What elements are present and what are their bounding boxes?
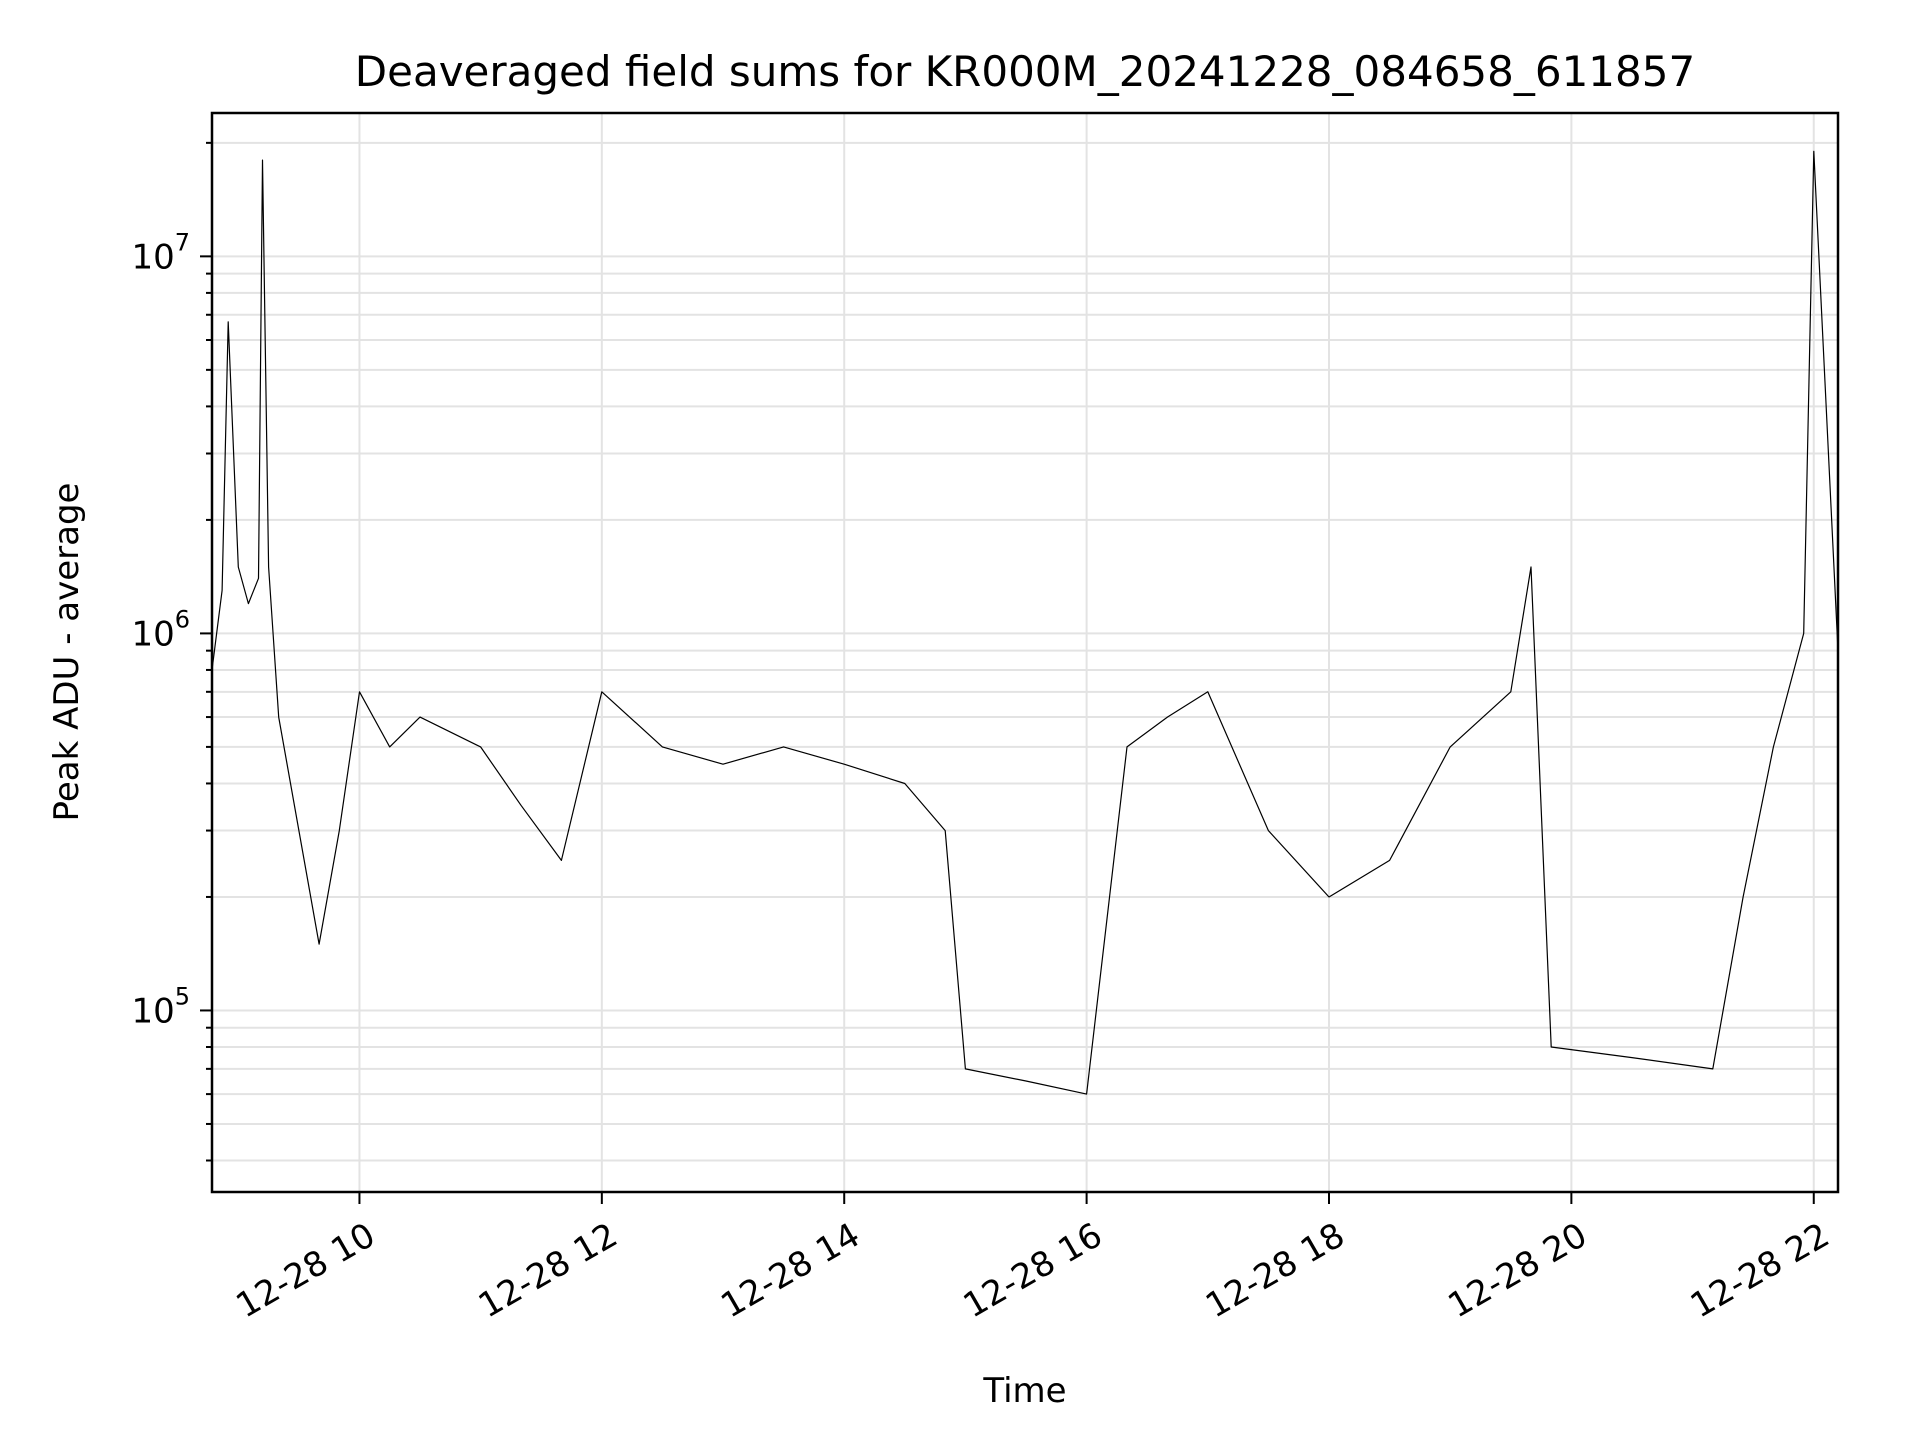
y-tick-label: 106	[131, 605, 190, 654]
y-tick-label: 107	[131, 228, 190, 277]
y-axis-label: Peak ADU - average	[47, 483, 87, 822]
grid	[212, 113, 1838, 1192]
plot-frame	[210, 111, 1840, 1194]
y-axis: 105 106 107	[131, 141, 212, 1162]
chart-title: Deaveraged field sums for KR000M_2024122…	[355, 47, 1695, 96]
x-axis-label: Time	[982, 1371, 1066, 1411]
y-tick-label: 105	[131, 982, 190, 1031]
series-line-0	[212, 150, 1838, 1095]
series-layer	[212, 150, 1838, 1095]
